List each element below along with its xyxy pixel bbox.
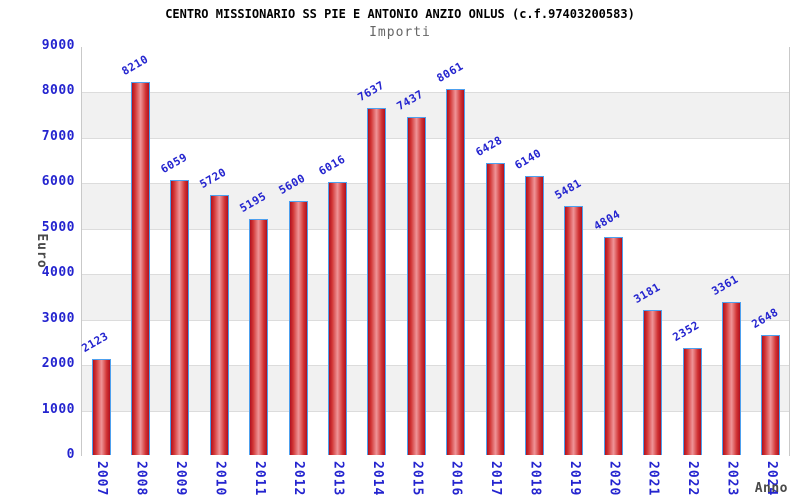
- y-tick-label: 7000: [41, 128, 75, 144]
- gridline: [82, 410, 789, 412]
- x-tick-label: 2007: [94, 461, 110, 497]
- gridline: [82, 365, 789, 367]
- x-tick-label: 2015: [409, 461, 425, 497]
- x-tick-label: 2022: [685, 461, 701, 497]
- background-band: [82, 319, 789, 366]
- gridline: [82, 183, 789, 185]
- y-tick-label: 3000: [41, 310, 75, 326]
- background-band: [82, 47, 789, 93]
- background-band: [82, 183, 789, 229]
- y-tick-label: 6000: [41, 174, 75, 190]
- bar: [249, 218, 269, 455]
- gridline: [82, 319, 789, 321]
- background-band: [82, 92, 789, 138]
- bar: [682, 348, 702, 455]
- y-tick-label: 2000: [41, 356, 75, 372]
- x-tick-label: 2020: [606, 461, 622, 497]
- bar: [524, 175, 544, 455]
- x-tick-label: 2016: [448, 461, 464, 497]
- y-tick-label: 0: [66, 447, 75, 462]
- x-tick-label: 2021: [645, 461, 661, 497]
- bar: [406, 117, 426, 455]
- y-tick-label: 4000: [41, 265, 75, 281]
- y-tick-label: 9000: [41, 38, 75, 53]
- bar: [485, 162, 505, 455]
- background-band: [82, 365, 789, 411]
- gridline: [82, 92, 789, 94]
- background-band: [82, 228, 789, 275]
- bar: [564, 205, 584, 455]
- gridline: [82, 137, 789, 139]
- x-tick-label: 2017: [488, 461, 504, 497]
- background-band: [82, 137, 789, 184]
- y-tick-label: 1000: [41, 401, 75, 417]
- x-tick-label: 2012: [291, 461, 307, 497]
- bar: [170, 179, 190, 455]
- bar: [91, 358, 111, 455]
- bar: [288, 200, 308, 455]
- y-axis-label: Euro: [34, 233, 49, 269]
- y-tick-label: 8000: [41, 83, 75, 99]
- x-tick-label: 2023: [724, 461, 740, 497]
- bar: [209, 195, 229, 455]
- y-tick-label: 5000: [41, 219, 75, 235]
- x-tick-label: 2019: [566, 461, 582, 497]
- plot-area: [81, 47, 790, 456]
- gridline: [82, 274, 789, 276]
- bar: [603, 236, 623, 455]
- bar: [761, 334, 781, 455]
- background-band: [82, 410, 789, 456]
- x-tick-label: 2008: [133, 461, 149, 497]
- bar: [328, 181, 348, 455]
- x-tick-label: 2011: [251, 461, 267, 497]
- chart-title: CENTRO MISSIONARIO SS PIE E ANTONIO ANZI…: [165, 7, 635, 21]
- bar: [367, 107, 387, 455]
- x-tick-label: 2014: [369, 461, 385, 497]
- x-tick-label: 2010: [212, 461, 228, 497]
- bar: [643, 310, 663, 455]
- x-tick-label: 2024: [763, 461, 779, 497]
- x-tick-label: 2009: [172, 461, 188, 497]
- x-tick-label: 2018: [527, 461, 543, 497]
- bar: [446, 88, 466, 455]
- x-tick-label: 2013: [330, 461, 346, 497]
- chart-subtitle: Importi: [369, 25, 431, 40]
- background-band: [82, 274, 789, 320]
- bar: [721, 302, 741, 455]
- bar: [131, 81, 151, 455]
- gridline: [82, 228, 789, 230]
- x-axis-label: Anno: [754, 481, 788, 496]
